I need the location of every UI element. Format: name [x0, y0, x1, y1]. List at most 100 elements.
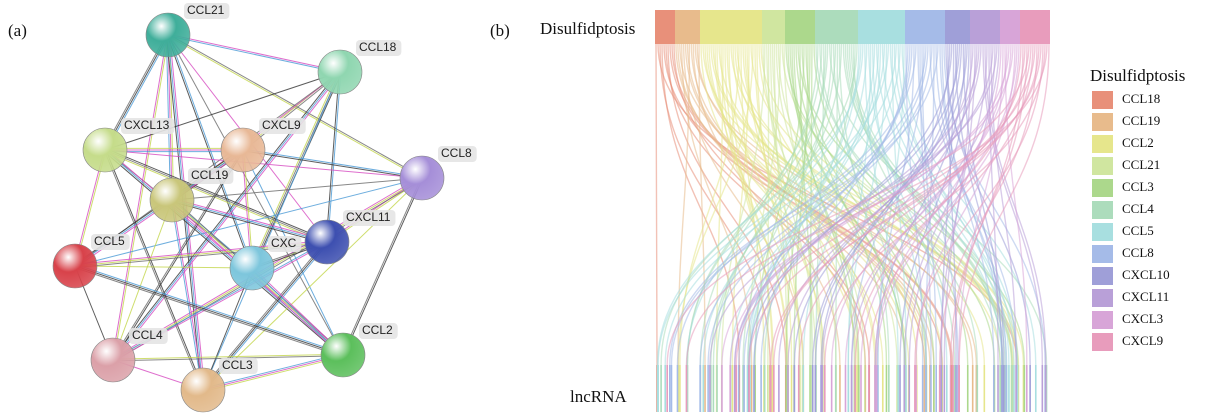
bottom-node: [1026, 365, 1028, 412]
bottom-node: [868, 365, 870, 412]
node-label: CCL4: [132, 328, 163, 342]
bottom-node: [967, 365, 969, 412]
legend-entry: CCL19: [1122, 113, 1160, 128]
bottom-node: [952, 365, 954, 412]
bottom-node: [958, 365, 960, 412]
legend-swatch: [1092, 113, 1113, 131]
top-node: [1000, 10, 1020, 44]
bottom-node: [848, 365, 850, 412]
top-label: Disulfidptosis: [540, 19, 635, 38]
bottom-node: [908, 365, 910, 412]
legend-title: Disulfidptosis: [1090, 66, 1185, 85]
bottom-node: [760, 365, 762, 412]
node-label: CXCL13: [124, 118, 170, 132]
node: [305, 220, 349, 264]
bottom-node: [999, 365, 1001, 412]
bottom-node: [669, 365, 671, 412]
legend-entry: CCL4: [1122, 201, 1154, 216]
bottom-node: [785, 365, 787, 412]
top-node: [675, 10, 700, 44]
bottom-node: [854, 365, 856, 412]
node: [181, 368, 225, 412]
node-label: CCL5: [94, 234, 125, 248]
bottom-node: [716, 365, 718, 412]
bottom-node: [864, 365, 866, 412]
bottom-node: [679, 365, 681, 412]
legend-swatch: [1092, 179, 1113, 197]
bottom-node: [876, 365, 878, 412]
legend-swatch: [1092, 267, 1113, 285]
bottom-node: [686, 365, 688, 412]
bottom-node: [939, 365, 941, 412]
bottom-node: [732, 365, 734, 412]
legend-entry: CCL18: [1122, 91, 1160, 106]
bottom-node: [721, 365, 723, 412]
legend-swatch: [1092, 201, 1113, 219]
legend-swatch: [1092, 289, 1113, 307]
node: [146, 13, 190, 57]
bottom-node: [972, 365, 974, 412]
bottom-node: [935, 365, 937, 412]
bottom-node: [944, 365, 946, 412]
bottom-node: [851, 365, 853, 412]
bottom-node: [771, 365, 773, 412]
bottom-node: [1011, 365, 1013, 412]
bottom-node: [702, 365, 704, 412]
bottom-node: [699, 365, 701, 412]
bottom-node: [1045, 365, 1047, 412]
node-label: CCL18: [359, 40, 397, 54]
node-label: CXCL9: [262, 118, 301, 132]
bottom-node: [753, 365, 755, 412]
edge: [75, 266, 252, 268]
bottom-node: [812, 365, 814, 412]
legend-swatch: [1092, 333, 1113, 351]
bottom-node: [770, 365, 772, 412]
legend-entry: CCL21: [1122, 157, 1160, 172]
bottom-node: [743, 365, 745, 412]
bottom-node: [751, 365, 753, 412]
bottom-node: [1042, 365, 1044, 412]
bottom-node: [1003, 365, 1005, 412]
node: [318, 50, 362, 94]
legend-entry: CXCL9: [1122, 333, 1163, 348]
bottom-node: [950, 365, 952, 412]
node-label: CCL21: [187, 3, 225, 17]
top-node: [905, 10, 945, 44]
node-label: CXC: [271, 236, 297, 250]
edge: [168, 36, 340, 73]
bottom-node: [839, 365, 841, 412]
top-node: [1020, 10, 1050, 44]
bottom-node: [1008, 365, 1010, 412]
figure: CCL21CCL18CXCL13CXCL9CCL8CCL19CXCL11CXCC…: [0, 0, 1216, 417]
bottom-node: [664, 365, 666, 412]
bottom-node: [1013, 365, 1015, 412]
bottom-node: [933, 365, 935, 412]
bottom-node: [1005, 365, 1007, 412]
top-node: [655, 10, 675, 44]
bottom-node: [925, 365, 927, 412]
node: [53, 244, 97, 288]
node: [150, 178, 194, 222]
node: [91, 338, 135, 382]
legend-swatch: [1092, 245, 1113, 263]
bottom-node: [903, 365, 905, 412]
bottom-node: [798, 365, 800, 412]
bottom-node: [977, 365, 979, 412]
legend-swatch: [1092, 311, 1113, 329]
bottom-node: [748, 365, 750, 412]
node: [321, 333, 365, 377]
top-node: [858, 10, 905, 44]
node-label: CCL3: [222, 358, 253, 372]
top-node: [970, 10, 1000, 44]
bottom-node: [831, 365, 833, 412]
panel-label: (a): [8, 21, 27, 40]
bottom-node: [729, 365, 731, 412]
bottom-node: [882, 365, 884, 412]
panel-label: (b): [490, 21, 510, 40]
bottom-node: [773, 365, 775, 412]
flow: [656, 44, 657, 365]
bottom-node: [897, 365, 899, 412]
bottom-node: [886, 365, 888, 412]
legend-swatch: [1092, 157, 1113, 175]
top-node: [815, 10, 858, 44]
